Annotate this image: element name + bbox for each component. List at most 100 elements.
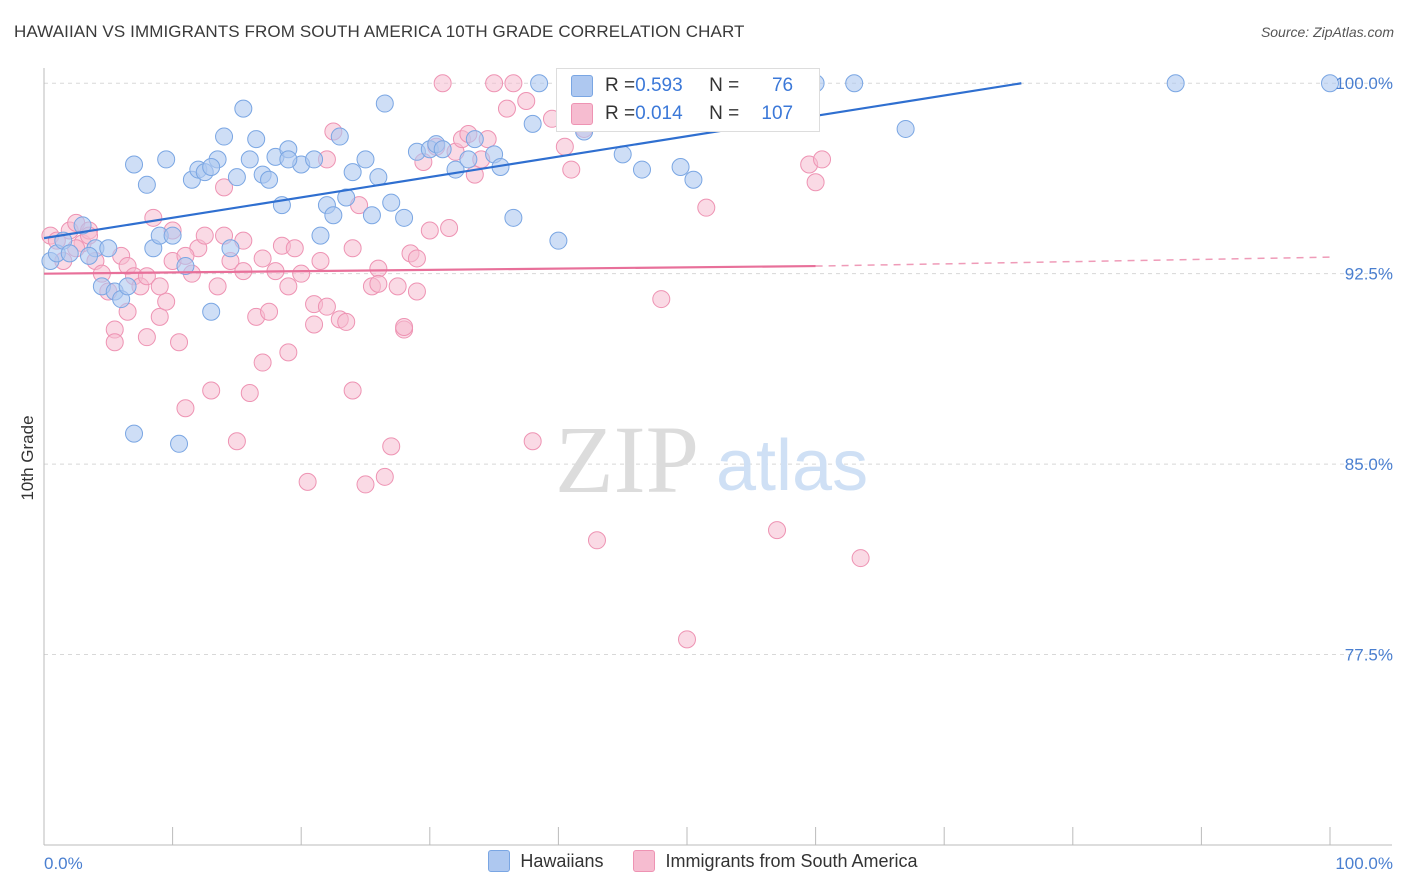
hawaiians-point (523, 114, 542, 133)
immigrants-point (407, 249, 426, 268)
hawaiians-point (240, 150, 259, 169)
immigrants-point (678, 630, 696, 649)
immigrants-point (176, 399, 195, 418)
immigrants-point (485, 74, 504, 93)
hawaiians-trend-line (43, 82, 1022, 240)
immigrants-point (523, 432, 542, 451)
immigrants-point (813, 150, 832, 169)
hawaiians-point (330, 127, 349, 146)
n-label: N = (709, 103, 740, 124)
immigrants-point (311, 251, 330, 270)
hawaiians-point (684, 170, 703, 189)
immigrants-point (144, 208, 163, 227)
stats-legend: R = 0.593 N = 76 R = 0.014 N = 107 (556, 68, 820, 132)
x-tick-label: 0.0% (44, 854, 83, 873)
immigrants-point (227, 432, 246, 451)
hawaiians-point (504, 208, 523, 227)
immigrants-point (150, 307, 169, 326)
immigrants-point (504, 74, 523, 93)
immigrants-point (555, 137, 574, 156)
immigrants-point (806, 173, 825, 192)
hawaiians-point (362, 206, 381, 225)
hawaiians-points (41, 74, 1339, 453)
source-label: Source: ZipAtlas.com (1260, 24, 1394, 40)
y-tick-labels: 100.0% 92.5% 85.0% 77.5% (1335, 74, 1393, 664)
hawaiians-point (671, 158, 690, 177)
immigrants-point (215, 178, 234, 197)
n-value: 76 (771, 75, 794, 96)
legend-row-hawaiians: R = 0.593 N = 76 (571, 73, 793, 99)
grid-lines (44, 82, 1392, 656)
immigrants-point (208, 277, 227, 296)
r-label: R = (605, 75, 636, 96)
hawaiians-point (170, 434, 189, 453)
immigrants-point (382, 437, 401, 456)
n-label: N = (709, 75, 740, 96)
immigrants-point (388, 277, 407, 296)
immigrants-point (407, 282, 426, 301)
immigrants-point (150, 277, 169, 296)
hawaiians-point (260, 170, 279, 189)
watermark: ZIP atlas (555, 406, 868, 513)
hawaiians-point (137, 175, 156, 194)
immigrants-point (317, 297, 336, 316)
immigrants-point (195, 226, 214, 245)
immigrants-point (375, 467, 394, 486)
hawaiians-point (433, 140, 452, 159)
hawaiians-swatch (488, 850, 511, 872)
trend-lines (43, 82, 1331, 275)
hawaiians-point (227, 168, 246, 187)
hawaiians-point (279, 150, 298, 169)
immigrants-point (697, 198, 716, 217)
immigrants-point (395, 318, 414, 336)
hawaiians-point (60, 244, 79, 263)
immigrants-point (768, 521, 787, 540)
r-value: 0.014 (635, 103, 683, 124)
hawaiians-point (343, 163, 362, 182)
hawaiians-point (73, 216, 92, 235)
hawaiians-point (305, 150, 324, 169)
y-tick-label: 100.0% (1335, 74, 1393, 93)
hawaiians-point (1166, 74, 1185, 93)
immigrants-point (433, 74, 452, 93)
immigrants-trend-line (43, 264, 816, 275)
r-label: R = (605, 103, 636, 124)
immigrants-point (260, 302, 279, 321)
hawaiians-point (157, 150, 176, 169)
immigrants-point (517, 92, 536, 111)
hawaiians-point (125, 424, 144, 443)
hawaiians-point (99, 239, 118, 258)
legend-label-hawaiians: Hawaiians (520, 850, 604, 871)
hawaiians-point (356, 150, 375, 169)
immigrants-point (440, 218, 459, 237)
immigrants-point (298, 472, 317, 491)
hawaiians-point (549, 231, 568, 250)
hawaiians-point (1321, 74, 1339, 93)
hawaiians-point (324, 206, 343, 225)
immigrants-point (369, 274, 388, 293)
n-value: 107 (761, 103, 794, 124)
immigrants-point (285, 239, 304, 258)
legend-label-immigrants: Immigrants from South America (665, 850, 918, 871)
immigrants-point (652, 290, 671, 309)
watermark-atlas: atlas (716, 426, 868, 506)
immigrants-point (305, 315, 324, 334)
hawaiians-point (311, 226, 330, 245)
hawaiians-point (125, 155, 144, 174)
immigrants-point (137, 328, 156, 347)
immigrants-swatch (571, 103, 593, 125)
legend-row-immigrants: R = 0.014 N = 107 (571, 101, 793, 127)
hawaiians-point (632, 160, 651, 179)
hawaiians-point (202, 158, 221, 177)
chart-title: HAWAIIAN VS IMMIGRANTS FROM SOUTH AMERIC… (14, 22, 745, 41)
hawaiians-point (465, 130, 484, 149)
immigrants-point (337, 312, 356, 331)
hawaiians-point (375, 94, 394, 113)
x-tick-labels: 0.0% 100.0% (44, 854, 1393, 873)
hawaiians-point (118, 277, 137, 296)
series-legend: Hawaiians Immigrants from South America (0, 850, 1406, 872)
immigrants-point (157, 292, 176, 311)
y-tick-label: 85.0% (1345, 455, 1393, 474)
legend-item-hawaiians: Hawaiians (488, 850, 603, 872)
